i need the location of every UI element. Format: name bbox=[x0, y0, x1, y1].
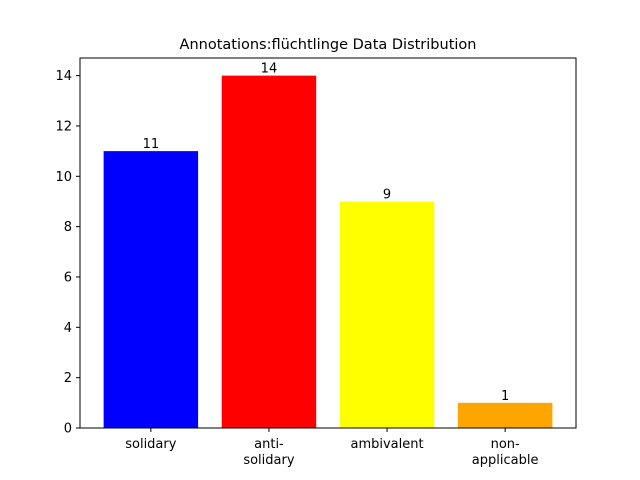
bar-2 bbox=[339, 201, 435, 428]
bars-group bbox=[103, 75, 553, 428]
y-axis: 0 2 4 6 8 10 12 14 bbox=[55, 69, 80, 437]
data-label-3: 1 bbox=[501, 389, 509, 404]
y-tick-label-7: 14 bbox=[55, 69, 72, 84]
x-tick-label-1: anti-solidary bbox=[243, 437, 295, 468]
y-tick-label-2: 4 bbox=[64, 321, 72, 336]
data-labels-group: 11 14 9 1 bbox=[143, 62, 510, 404]
x-tick-label-2: ambivalent bbox=[350, 437, 423, 452]
data-label-1: 14 bbox=[261, 62, 278, 77]
y-tick-label-4: 8 bbox=[64, 220, 72, 235]
chart-title: Annotations:flüchtlinge Data Distributio… bbox=[180, 37, 477, 53]
x-axis: solidary anti-solidary ambivalent non-appli… bbox=[125, 428, 538, 468]
y-tick-label-6: 12 bbox=[55, 119, 72, 134]
bar-3 bbox=[457, 402, 553, 428]
x-tick-label-3: non-applicable bbox=[472, 437, 539, 468]
data-label-0: 11 bbox=[143, 137, 160, 152]
bar-0 bbox=[103, 151, 199, 428]
x-tick-label-0: solidary bbox=[125, 437, 177, 452]
plot-frame bbox=[79, 57, 577, 429]
y-tick-label-3: 6 bbox=[64, 270, 72, 285]
y-tick-label-0: 0 bbox=[64, 422, 72, 437]
bar-1 bbox=[221, 75, 317, 428]
y-tick-label-1: 2 bbox=[64, 371, 72, 386]
data-label-2: 9 bbox=[383, 187, 391, 202]
y-tick-label-5: 10 bbox=[55, 170, 72, 185]
